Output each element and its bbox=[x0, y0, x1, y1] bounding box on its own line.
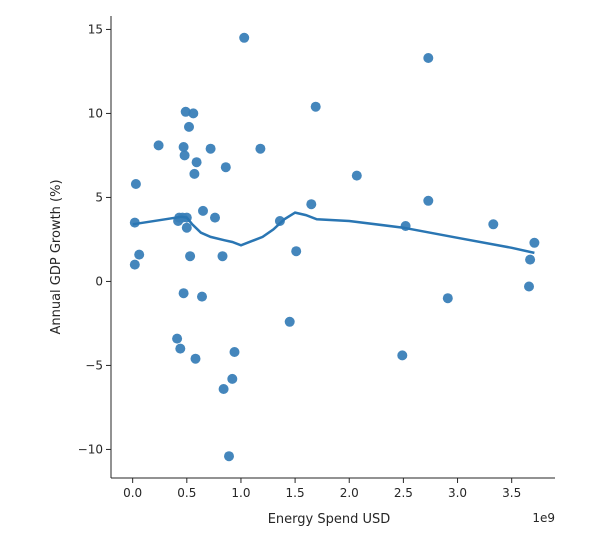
x-tick-label: 1.0 bbox=[231, 486, 250, 500]
data-point bbox=[153, 140, 164, 151]
data-point bbox=[130, 179, 141, 189]
data-point bbox=[181, 222, 192, 233]
data-point bbox=[351, 170, 362, 181]
data-point bbox=[178, 288, 189, 299]
data-point bbox=[397, 350, 408, 361]
data-point bbox=[488, 219, 499, 230]
x-tick-label: 3.0 bbox=[448, 486, 467, 500]
data-point bbox=[198, 205, 208, 216]
data-point bbox=[172, 333, 183, 344]
data-point bbox=[190, 353, 201, 364]
data-point bbox=[197, 291, 207, 302]
data-points bbox=[129, 32, 540, 462]
x-axis-ticks: 0.0 0.5 1.0 1.5 2.0 2.5 3.0 3.5 bbox=[123, 478, 521, 500]
data-point bbox=[227, 373, 238, 384]
data-point bbox=[284, 316, 295, 327]
data-point bbox=[291, 246, 302, 257]
data-point bbox=[229, 347, 240, 357]
data-point bbox=[442, 293, 453, 304]
data-point bbox=[220, 162, 231, 173]
data-point bbox=[524, 281, 534, 292]
data-point bbox=[175, 343, 186, 354]
data-point bbox=[224, 451, 234, 462]
y-tick-label: −10 bbox=[78, 442, 103, 456]
x-tick-label: 1.5 bbox=[286, 486, 305, 500]
y-axis-ticks: −10 −5 0 5 10 15 bbox=[78, 22, 111, 456]
data-point bbox=[191, 157, 202, 168]
y-tick-label: 0 bbox=[95, 274, 103, 288]
data-point bbox=[178, 142, 189, 152]
y-tick-label: 15 bbox=[88, 22, 103, 36]
data-point bbox=[180, 106, 191, 117]
y-tick-label: 10 bbox=[88, 106, 103, 120]
data-point bbox=[529, 237, 540, 248]
y-tick-label: 5 bbox=[95, 190, 103, 204]
data-point bbox=[218, 384, 229, 394]
data-point bbox=[274, 216, 285, 226]
data-point bbox=[129, 259, 140, 270]
data-point bbox=[205, 143, 216, 154]
x-tick-label: 3.5 bbox=[502, 486, 521, 500]
data-point bbox=[184, 121, 194, 132]
data-point bbox=[210, 212, 220, 223]
data-point bbox=[306, 199, 317, 210]
x-axis-label: Energy Spend USD bbox=[268, 512, 391, 527]
x-axis-offset-label: 1e9 bbox=[532, 511, 555, 525]
data-point bbox=[255, 143, 266, 154]
data-point bbox=[129, 217, 140, 228]
x-tick-label: 0.0 bbox=[123, 486, 142, 500]
data-point bbox=[423, 195, 434, 206]
trend-line bbox=[132, 211, 535, 255]
data-point bbox=[179, 150, 190, 161]
x-tick-label: 2.0 bbox=[340, 486, 359, 500]
y-axis-label: Annual GDP Growth (%) bbox=[49, 179, 64, 334]
data-point bbox=[217, 251, 228, 262]
x-tick-label: 2.5 bbox=[394, 486, 413, 500]
x-tick-label: 0.5 bbox=[177, 486, 196, 500]
data-point bbox=[188, 108, 199, 119]
data-point bbox=[189, 168, 200, 179]
data-point bbox=[134, 249, 145, 260]
data-point bbox=[310, 101, 321, 112]
data-point bbox=[185, 251, 196, 262]
data-point bbox=[525, 254, 536, 265]
y-tick-label: −5 bbox=[85, 358, 103, 372]
data-point bbox=[239, 32, 250, 43]
data-point bbox=[423, 53, 434, 63]
